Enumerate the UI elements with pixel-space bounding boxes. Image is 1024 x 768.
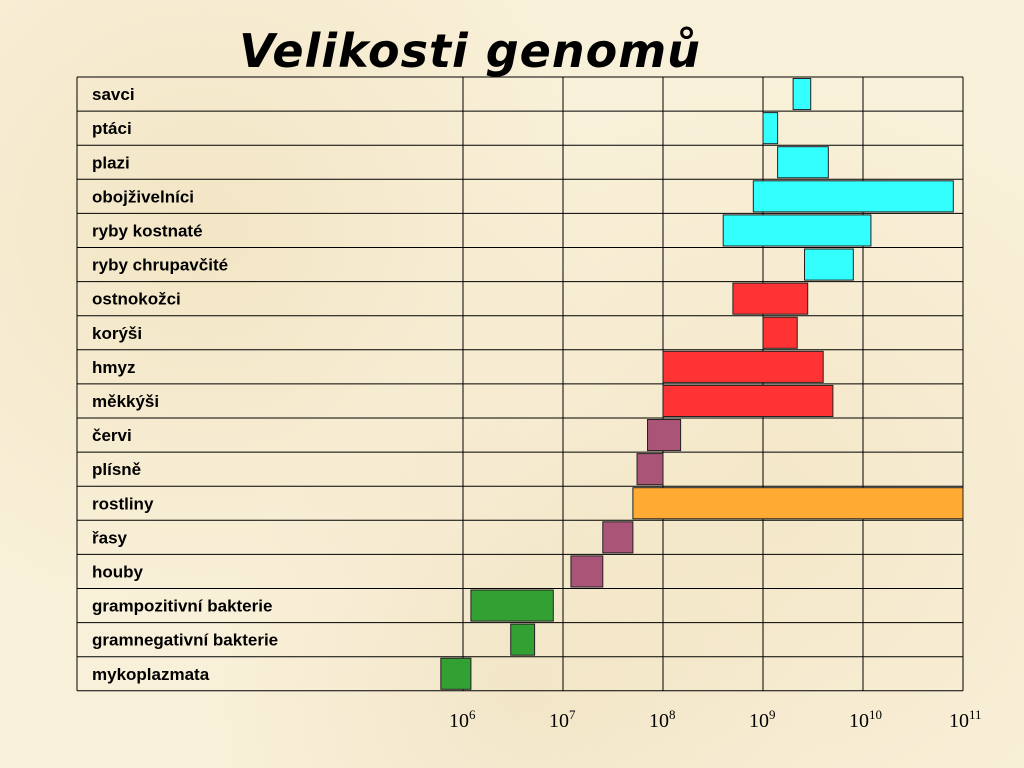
- row-label: houby: [92, 562, 144, 581]
- range-bar: [762, 316, 798, 349]
- range-bar: [662, 350, 824, 383]
- range-bar: [662, 384, 834, 417]
- range-bar: [762, 112, 779, 145]
- range-bar: [636, 453, 664, 486]
- x-tick-label: 106: [449, 707, 476, 732]
- range-bar: [632, 487, 964, 520]
- row-label: mykoplazmata: [92, 665, 210, 684]
- row-label: červi: [92, 426, 132, 445]
- range-bar: [602, 521, 634, 554]
- x-tick-label: 107: [549, 707, 576, 732]
- row-label: ostnokožci: [92, 290, 181, 309]
- range-bar: [647, 419, 682, 452]
- range-bar: [722, 214, 872, 247]
- row-label: ryby kostnaté: [92, 221, 203, 240]
- row-label: ptáci: [92, 119, 132, 138]
- range-bar: [510, 623, 536, 656]
- row-label: rostliny: [92, 494, 154, 513]
- row-label: měkkýši: [92, 392, 159, 411]
- chart-title: Velikosti genomů: [239, 24, 701, 78]
- row-label: gramnegativní bakterie: [92, 631, 278, 650]
- x-tick-label: 1011: [949, 707, 982, 732]
- row-label: obojživelníci: [92, 187, 194, 206]
- x-tick-label: 1010: [849, 707, 882, 732]
- range-bar: [440, 657, 472, 690]
- row-label: řasy: [92, 528, 128, 547]
- x-tick-label: 109: [749, 707, 776, 732]
- row-label: grampozitivní bakterie: [92, 597, 272, 616]
- range-bar: [732, 282, 809, 315]
- row-label: plazi: [92, 153, 130, 172]
- row-label: korýši: [92, 324, 142, 343]
- range-bar: [570, 555, 604, 588]
- range-bar: [803, 248, 854, 281]
- row-label: plísně: [92, 460, 141, 479]
- x-tick-label: 108: [649, 707, 676, 732]
- row-label: savci: [92, 85, 135, 104]
- row-label: hmyz: [92, 358, 135, 377]
- range-bar: [792, 78, 812, 111]
- row-label: ryby chrupavčité: [92, 256, 228, 275]
- range-bar: [777, 146, 829, 179]
- range-bar: [470, 589, 554, 622]
- range-bar: [752, 180, 954, 213]
